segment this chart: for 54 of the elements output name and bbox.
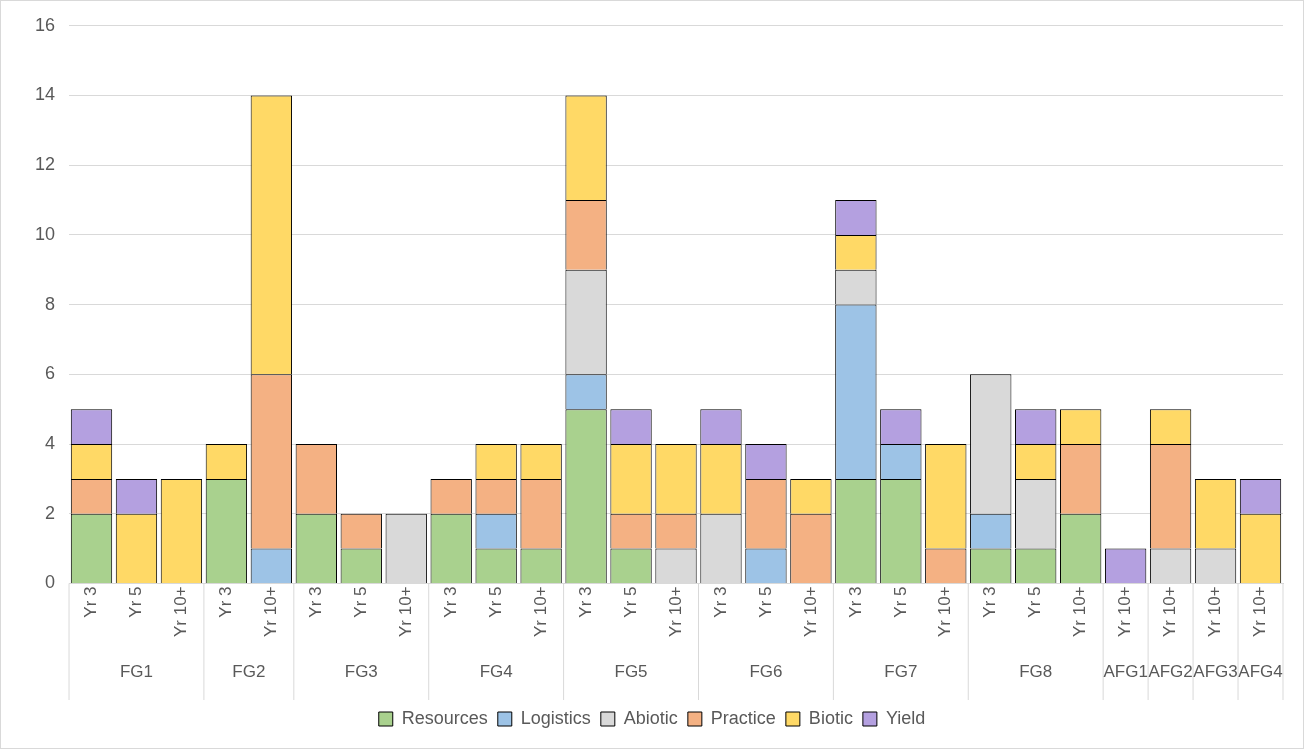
legend-label: Resources xyxy=(401,707,488,728)
text: AFG3 xyxy=(1193,661,1238,681)
x-tick-label: Yr 10+ xyxy=(935,586,955,637)
x-tick-label: Yr 3 xyxy=(216,586,236,618)
x-tick-label: Yr 3 xyxy=(440,586,460,618)
text: FG7 xyxy=(884,661,918,681)
text: FG5 xyxy=(614,661,648,681)
x-tick-label: Yr 3 xyxy=(710,586,730,618)
x-tick-label: Yr 10+ xyxy=(665,586,685,637)
y-tick-label: 12 xyxy=(34,154,56,175)
y-tick-label: 2 xyxy=(45,502,56,523)
x-tick-label: Yr 5 xyxy=(890,586,910,618)
y-tick-label: 0 xyxy=(45,572,56,593)
x-tick-label: Yr 10+ xyxy=(1115,586,1135,637)
text: FG6 xyxy=(749,661,783,681)
x-tick-label: Yr 10+ xyxy=(1250,586,1270,637)
legend-label: Logistics xyxy=(520,707,591,728)
x-tick-label: Yr 10+ xyxy=(800,586,820,637)
x-tick-label: Yr 10+ xyxy=(530,586,550,637)
x-tick-label: Yr 3 xyxy=(306,586,325,618)
text: FG4 xyxy=(479,661,513,681)
x-tick-label: Yr 5 xyxy=(1025,586,1045,618)
x-tick-label: Yr 10+ xyxy=(171,586,191,637)
x-tick-label: Yr 10+ xyxy=(261,586,281,637)
y-tick-label: 10 xyxy=(34,223,56,244)
legend-label: Abiotic xyxy=(623,707,678,728)
x-tick-label: Yr 5 xyxy=(350,586,370,618)
text: FG1 xyxy=(119,661,153,681)
text: FG2 xyxy=(232,661,266,681)
text: FG8 xyxy=(1019,661,1053,681)
x-tick-label: Yr 3 xyxy=(980,586,1000,618)
y-tick-label: 4 xyxy=(45,433,56,453)
y-tick-label: 16 xyxy=(34,14,56,35)
y-tick-label: 8 xyxy=(45,293,56,314)
legend-label: Practice xyxy=(710,707,776,728)
text: AFG4 xyxy=(1238,661,1283,681)
x-tick-label: Yr 5 xyxy=(485,586,505,618)
legend-label: Biotic xyxy=(808,707,853,728)
text: AFG1 xyxy=(1103,661,1148,681)
text: AFG2 xyxy=(1148,661,1193,681)
y-tick-label: 6 xyxy=(45,363,56,384)
x-tick-label: Yr 5 xyxy=(755,586,775,618)
x-tick-label: Yr 3 xyxy=(575,586,595,618)
x-tick-label: Yr 10+ xyxy=(395,586,415,637)
x-tick-label: Yr 10+ xyxy=(1070,586,1090,637)
x-tick-label: Yr 10+ xyxy=(1205,586,1225,637)
x-tick-label: Yr 10+ xyxy=(1160,586,1180,637)
x-tick-label: Yr 3 xyxy=(81,586,101,618)
x-tick-label: Yr 5 xyxy=(126,586,146,618)
text: FG3 xyxy=(344,661,378,681)
x-tick-label: Yr 5 xyxy=(620,586,640,618)
y-tick-label: 14 xyxy=(34,84,56,105)
legend-label: Yield xyxy=(885,707,926,728)
x-tick-label: Yr 3 xyxy=(845,586,865,618)
